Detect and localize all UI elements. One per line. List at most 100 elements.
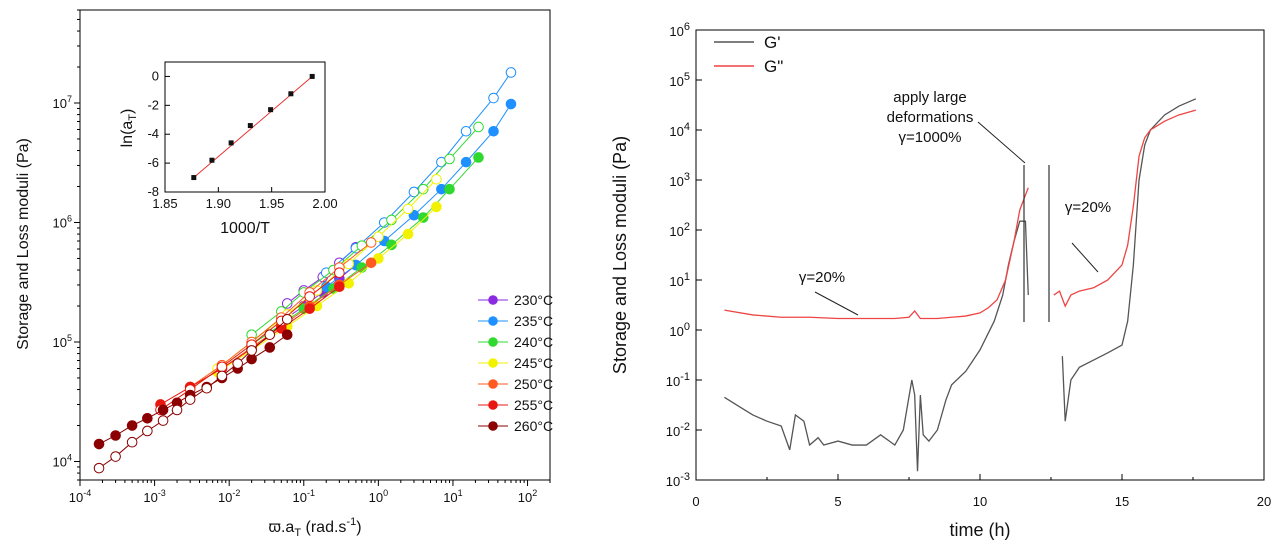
right-y-tick-label: 101	[669, 271, 690, 289]
inset-point	[228, 140, 234, 146]
left-data-marks	[93, 67, 517, 474]
right-axes	[695, 29, 1265, 481]
loss-point	[126, 436, 138, 448]
storage-point	[473, 152, 484, 163]
right-y-tick-label: 105	[669, 71, 690, 89]
left-x-tick-label: 100	[369, 488, 388, 505]
legend-item-245°C: 245°C	[478, 355, 553, 371]
legend-item-250°C: 250°C	[478, 376, 553, 392]
legend-label: G"	[764, 57, 783, 76]
inset-axes	[164, 75, 326, 193]
right-y-axis-label: Storage and Loss moduli (Pa)	[610, 136, 630, 374]
legend-item-g-double-prime: G"	[714, 57, 783, 76]
legend-label: G'	[764, 33, 780, 52]
annotation-gamma-20-right: γ=20%	[1065, 199, 1111, 273]
storage-point	[304, 303, 315, 314]
right-y-tick-label: 100	[669, 321, 690, 339]
inset-y-tick-label: -8	[147, 184, 159, 199]
right-y-tick-label: 10-1	[666, 371, 690, 389]
right-data-marks	[724, 98, 1197, 472]
right-chart: 0 5 10 15 20 10-310-210-11001011021031041051…	[610, 21, 1271, 540]
left-y-tick-label: 104	[53, 452, 72, 469]
legend-marker	[488, 316, 498, 326]
inset-chart: 1.85 1.90 1.95 2.00 0 -2 -4 -6 -8 1000/T ln(aT)	[119, 61, 338, 237]
left-chart: 10-4 10-3 10-2 10-1 100 101 102 104 105 106 107 S…	[15, 9, 553, 539]
right-y-tick-label: 10-2	[666, 421, 690, 439]
storage-point	[488, 125, 499, 137]
storage-point	[126, 420, 138, 431]
loss-point	[216, 361, 228, 373]
inset-x-tick-label: 1.90	[206, 196, 231, 211]
loss-point	[216, 370, 228, 382]
left-x-tick-label: 10-4	[69, 488, 91, 505]
loss-point	[281, 298, 293, 309]
right-x-axis-label: time (h)	[949, 520, 1010, 540]
loss-point	[460, 125, 472, 137]
annotation-line-2: deformations	[887, 109, 974, 126]
loss-point	[142, 425, 153, 437]
right-y-tick-label: 106	[669, 21, 690, 39]
loss-point	[373, 231, 384, 243]
loss-point	[505, 67, 517, 78]
series-G'	[724, 98, 1197, 472]
left-y-axis-label: Storage and Loss moduli (Pa)	[15, 138, 32, 350]
inset-point	[288, 91, 294, 97]
loss-point	[232, 358, 243, 369]
legend-label: 230°C	[514, 292, 553, 308]
legend-label: 255°C	[514, 397, 553, 413]
inset-y-axis-label: ln(aT)	[119, 109, 139, 148]
left-y-tick-label: 105	[53, 333, 72, 350]
loss-point	[365, 237, 377, 248]
loss-point	[304, 291, 315, 302]
storage-point	[93, 438, 105, 450]
loss-point	[334, 267, 345, 279]
inset-data-marks	[191, 73, 315, 181]
legend-item-240°C: 240°C	[478, 334, 553, 350]
inset-x-axis-label: 1000/T	[220, 220, 270, 237]
inset-y-tick-label: -6	[147, 155, 159, 170]
left-y-tick-labels: 104 105 106 107	[53, 94, 72, 470]
inset-point	[209, 157, 215, 163]
inset-frame	[164, 61, 326, 193]
right-legend: G' G"	[714, 33, 783, 76]
storage-point	[365, 257, 377, 269]
inset-x-tick-label: 1.95	[259, 196, 284, 211]
loss-point	[444, 153, 455, 165]
series-segment-1	[724, 187, 1029, 320]
right-y-tick-labels: 10-3 10-2 10-1 100 101 102 103 104 105 106	[666, 21, 690, 489]
annotation-gamma-20-left: γ=20%	[799, 269, 859, 316]
legend-marker	[488, 358, 498, 368]
storage-point	[460, 156, 472, 168]
right-y-tick-label: 102	[669, 221, 690, 239]
annotation-line-3: γ=1000%	[899, 129, 962, 146]
legend-label: 250°C	[514, 376, 553, 392]
legend-label: 245°C	[514, 355, 553, 371]
left-legend: 230°C 235°C 240°C 245°C 250°C 255°C 260°C	[478, 292, 553, 434]
annotation-arrow	[977, 121, 1026, 164]
storage-line	[217, 206, 437, 373]
legend-marker	[488, 379, 498, 389]
storage-point	[157, 404, 169, 416]
legend-item-230°C: 230°C	[478, 292, 553, 308]
series-segment-1	[724, 220, 1029, 472]
legend-item-260°C: 260°C	[478, 418, 553, 434]
right-y-tick-label: 10-3	[666, 471, 690, 489]
left-x-axis-label: ϖ.aT (rad.s-1)	[268, 516, 361, 539]
annotation-large-deformation: apply large deformations γ=1000%	[887, 89, 1026, 164]
loss-point	[171, 404, 183, 416]
loss-point	[110, 451, 121, 462]
right-y-tick-label: 104	[669, 121, 690, 139]
legend-item-g-prime: G'	[714, 33, 780, 52]
loss-point	[184, 394, 196, 405]
inset-x-tick-label: 2.00	[312, 196, 337, 211]
legend-label: 240°C	[514, 334, 553, 350]
storage-point	[505, 98, 517, 110]
inset-y-tick-label: 0	[152, 68, 159, 83]
left-x-tick-label: 10-2	[218, 488, 240, 505]
inset-y-tick-labels: 0 -2 -4 -6 -8	[147, 68, 159, 199]
loss-point	[157, 415, 169, 426]
legend-label: 235°C	[514, 313, 553, 329]
legend-item-235°C: 235°C	[478, 313, 553, 329]
right-plot-frame	[695, 29, 1265, 481]
